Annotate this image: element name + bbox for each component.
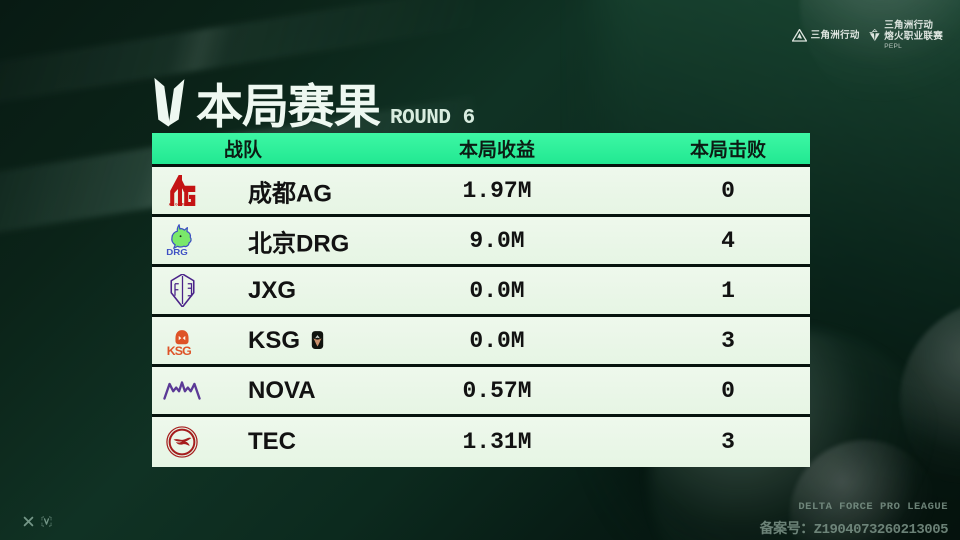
svg-text:DRG: DRG [166,248,188,257]
svg-text:KSG: KSG [167,344,191,357]
svg-text:AG GAMES: AG GAMES [169,202,189,206]
